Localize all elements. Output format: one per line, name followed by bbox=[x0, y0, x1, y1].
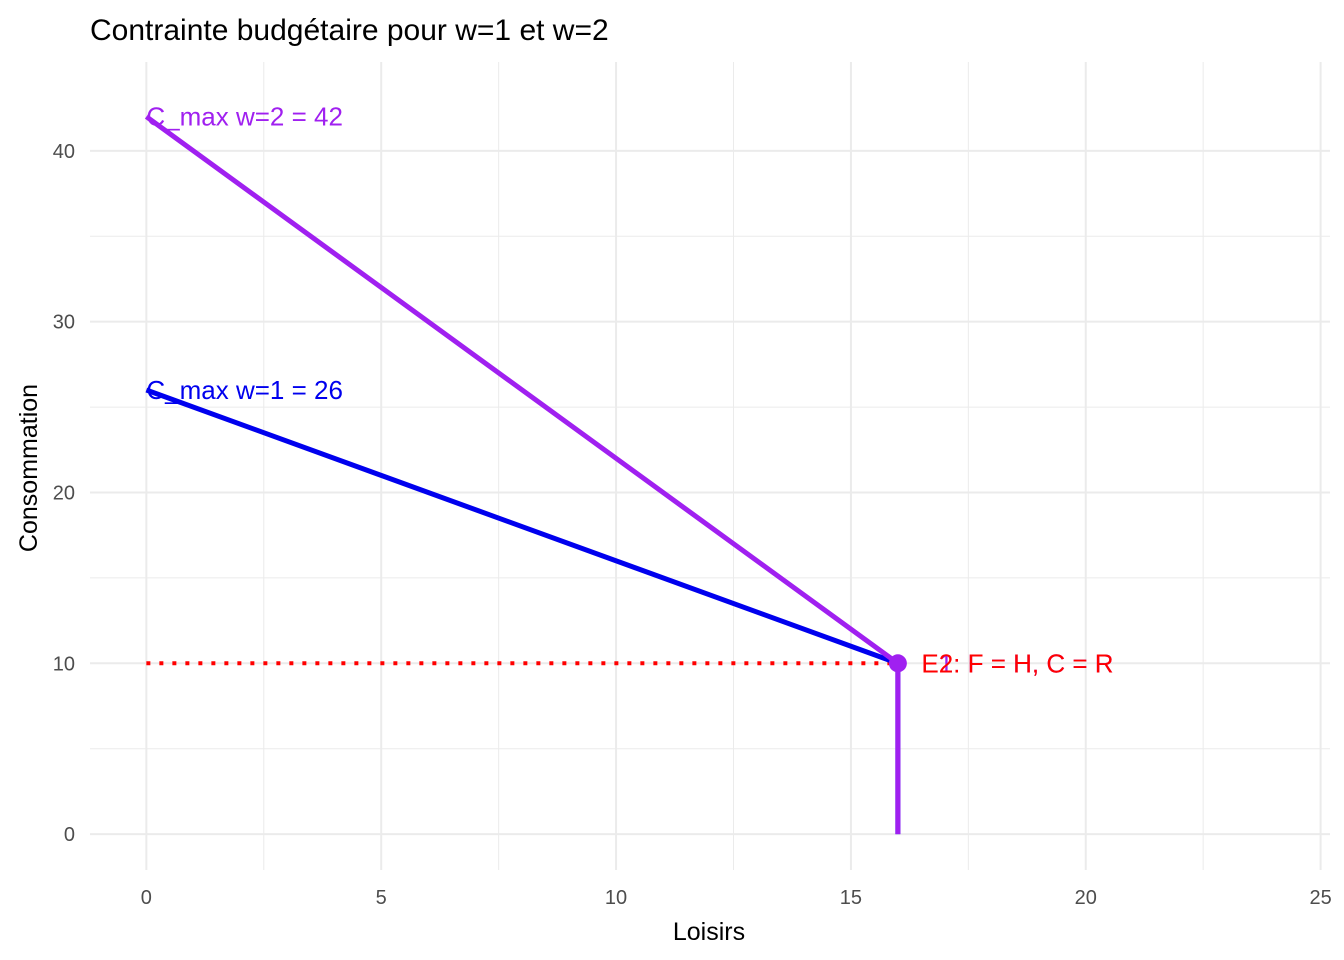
y-tick-label: 40 bbox=[53, 141, 75, 163]
x-tick-labels: 0 5 10 15 20 25 bbox=[141, 887, 1332, 909]
x-tick-label: 25 bbox=[1309, 887, 1331, 909]
annotation-cmax_w2: C_max w=2 = 42 bbox=[146, 102, 343, 132]
annotation-layer: C_max w=2 = 42 C_max w=1 = 26 E1: F = H, C… bbox=[146, 102, 1113, 679]
chart-title: Contrainte budgétaire pour w=1 et w=2 bbox=[90, 14, 609, 47]
x-tick-label: 20 bbox=[1075, 887, 1097, 909]
annotation-e2: E2: F = H, C = R bbox=[921, 648, 1113, 678]
series-layer bbox=[144, 114, 901, 835]
grid bbox=[90, 62, 1330, 870]
endpoint-marker bbox=[888, 654, 907, 673]
point-layer bbox=[888, 654, 907, 673]
y-tick-label: 10 bbox=[53, 653, 75, 675]
x-tick-label: 0 bbox=[141, 887, 152, 909]
y-tick-label: 30 bbox=[53, 312, 75, 334]
annotation-e1: E1: F = H, C = R bbox=[921, 648, 1113, 678]
y-tick-label: 20 bbox=[53, 482, 75, 504]
budget-line-w1 bbox=[145, 387, 901, 835]
x-tick-label: 15 bbox=[840, 887, 862, 909]
x-axis-title: Loisirs bbox=[673, 918, 745, 946]
budget-line-w2 bbox=[144, 114, 901, 835]
annotation-cmax_w1: C_max w=1 = 26 bbox=[146, 375, 343, 405]
y-tick-label: 0 bbox=[64, 824, 75, 846]
y-tick-labels: 0 10 20 30 40 bbox=[53, 141, 75, 846]
x-tick-label: 10 bbox=[605, 887, 627, 909]
y-axis-title: Consommation bbox=[15, 384, 43, 552]
x-tick-label: 5 bbox=[376, 887, 387, 909]
